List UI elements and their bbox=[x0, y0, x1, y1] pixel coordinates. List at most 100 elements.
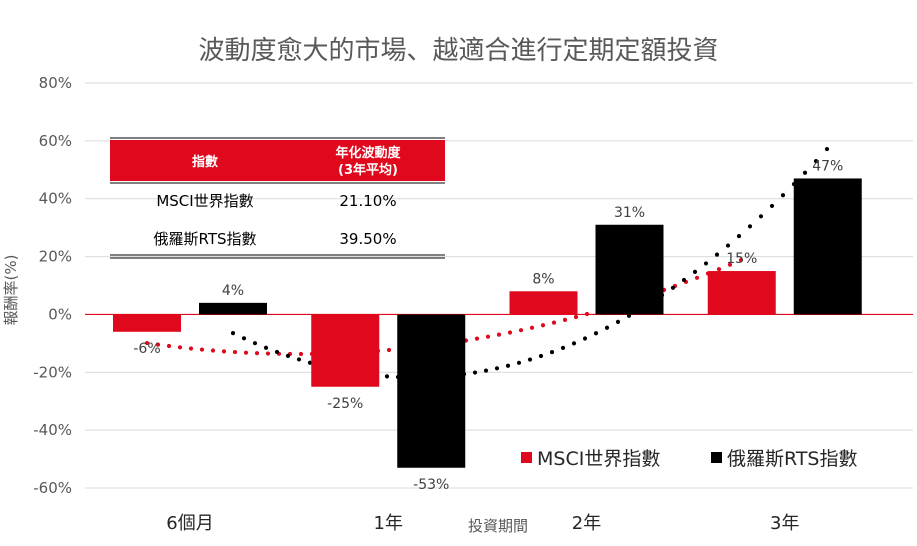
data-label-msci: -6% bbox=[133, 341, 160, 357]
trend-dot-rts bbox=[626, 313, 632, 318]
trend-dot-rts bbox=[384, 374, 390, 379]
legend-swatch-rts bbox=[711, 452, 722, 463]
trend-dot-msci bbox=[221, 349, 227, 354]
trend-dot-msci bbox=[727, 262, 733, 267]
data-label-msci: 8% bbox=[532, 271, 554, 287]
x-tick-label: 6個月 bbox=[166, 513, 213, 534]
table-row-msci-value: 21.10% bbox=[339, 192, 396, 210]
trend-dot-rts bbox=[813, 158, 819, 164]
trend-dot-rts bbox=[483, 368, 489, 373]
bar-rts bbox=[199, 302, 267, 315]
trend-dot-msci bbox=[562, 317, 568, 322]
bar-msci bbox=[509, 291, 578, 315]
data-label-msci: 15% bbox=[726, 251, 757, 267]
trend-dot-msci bbox=[188, 346, 194, 351]
data-label-msci: -25% bbox=[327, 396, 363, 412]
trend-dot-rts bbox=[736, 234, 742, 239]
data-label-rts: 31% bbox=[614, 205, 645, 221]
bar-msci bbox=[707, 271, 776, 315]
table-row-rts-name: 俄羅斯RTS指數 bbox=[153, 230, 256, 248]
trend-dot-rts bbox=[703, 261, 709, 266]
trend-dot-msci bbox=[298, 351, 304, 357]
trend-dot-rts bbox=[527, 357, 533, 362]
x-axis-title: 投資期間 bbox=[468, 517, 528, 535]
trend-dot-rts bbox=[615, 319, 621, 325]
trend-dot-rts bbox=[604, 325, 610, 330]
trend-dot-rts bbox=[472, 370, 478, 375]
x-tick-label: 1年 bbox=[374, 513, 403, 534]
trend-dot-rts bbox=[516, 360, 522, 365]
legend-swatch-msci bbox=[521, 452, 532, 463]
trend-dot-msci bbox=[155, 342, 161, 347]
bar-msci bbox=[113, 314, 181, 332]
trend-dot-rts bbox=[549, 349, 555, 355]
trend-dot-rts bbox=[263, 345, 269, 350]
bar-rts bbox=[397, 314, 466, 468]
trend-dot-msci bbox=[199, 347, 205, 352]
trend-dot-rts bbox=[824, 146, 830, 152]
trend-dot-rts bbox=[274, 349, 280, 355]
trend-dot-msci bbox=[573, 314, 579, 320]
y-tick-label: -60% bbox=[33, 479, 72, 497]
trend-dot-rts bbox=[714, 252, 720, 257]
y-tick-label: 20% bbox=[39, 248, 72, 266]
trend-dot-msci bbox=[386, 347, 392, 353]
legend: MSCI世界指數 俄羅斯RTS指數 bbox=[521, 448, 858, 470]
trend-dot-msci bbox=[243, 350, 249, 355]
bars bbox=[113, 178, 862, 468]
trend-dot-rts bbox=[307, 360, 313, 365]
trend-dot-msci bbox=[518, 328, 524, 333]
table-header-period: (3年平均) bbox=[338, 162, 398, 178]
trend-dot-msci bbox=[551, 320, 557, 325]
trend-dot-msci bbox=[177, 345, 183, 350]
trend-dot-rts bbox=[758, 214, 764, 219]
data-label-rts: 4% bbox=[222, 283, 244, 299]
trend-dot-rts bbox=[296, 357, 302, 362]
trend-dot-rts bbox=[230, 330, 236, 336]
bar-rts bbox=[595, 224, 664, 315]
trend-dot-rts bbox=[593, 331, 599, 336]
trend-dot-msci bbox=[540, 323, 546, 328]
y-tick-label: -20% bbox=[33, 363, 72, 381]
trend-dot-rts bbox=[670, 285, 676, 290]
trend-dot-rts bbox=[560, 345, 566, 350]
volatility-table: 指數 年化波動度 (3年平均) MSCI世界指數 21.10% 俄羅斯RTS指數… bbox=[110, 137, 445, 259]
trend-dot-rts bbox=[692, 269, 698, 274]
trend-dot-rts bbox=[505, 363, 511, 368]
trend-dot-rts bbox=[780, 193, 786, 198]
table-header-volatility: 年化波動度 bbox=[335, 145, 401, 161]
trend-dot-rts bbox=[681, 277, 687, 283]
trend-dot-msci bbox=[166, 343, 172, 349]
trend-dot-rts bbox=[241, 336, 247, 341]
y-tick-label: 40% bbox=[39, 190, 72, 208]
trend-dot-msci bbox=[232, 349, 238, 355]
trend-dot-msci bbox=[694, 275, 700, 280]
legend-label-msci: MSCI世界指數 bbox=[537, 448, 660, 470]
trend-dot-rts bbox=[285, 353, 291, 358]
trend-dot-rts bbox=[747, 224, 753, 229]
bar-rts bbox=[793, 178, 862, 315]
trend-dot-msci bbox=[716, 267, 722, 272]
trend-dot-rts bbox=[802, 170, 808, 175]
trend-dot-rts bbox=[725, 243, 731, 248]
data-labels: 6個月 -6% 4% 1年 -25% -53% 2年 8% 31% 3年 15% 47% bbox=[133, 158, 843, 534]
trend-dot-msci bbox=[738, 257, 744, 263]
table-header-index: 指數 bbox=[192, 154, 218, 170]
trend-dot-msci bbox=[254, 351, 260, 356]
trend-dot-rts bbox=[571, 341, 577, 346]
trend-dot-rts bbox=[538, 353, 544, 359]
gridlines: 80% 60% 40% 20% 0% -20% -40% -60% bbox=[33, 74, 913, 497]
trend-dot-msci bbox=[144, 340, 150, 346]
data-label-rts: -53% bbox=[413, 477, 449, 493]
y-tick-label: 80% bbox=[39, 74, 72, 92]
trend-dot-msci bbox=[210, 348, 216, 353]
x-tick-label: 2年 bbox=[572, 513, 601, 534]
trend-dot-msci bbox=[529, 325, 535, 330]
y-tick-label: -40% bbox=[33, 421, 72, 439]
trend-dot-rts bbox=[494, 366, 500, 371]
trend-dot-msci bbox=[474, 336, 480, 341]
x-tick-label: 3年 bbox=[770, 513, 799, 534]
trend-dot-msci bbox=[485, 334, 491, 339]
trend-dot-msci bbox=[265, 351, 271, 356]
